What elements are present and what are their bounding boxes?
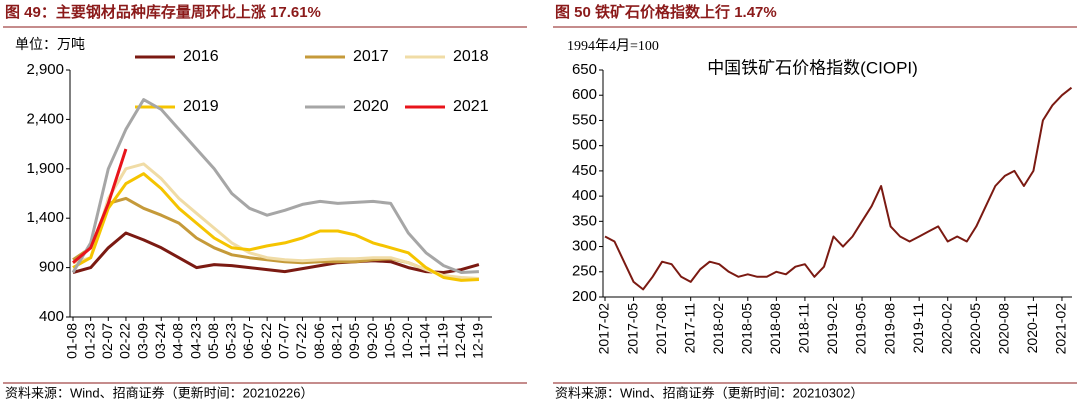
- x-tick-label: 10-20: [399, 323, 415, 359]
- x-tick-label: 06-22: [258, 323, 274, 359]
- x-tick-label: 05-08: [205, 323, 221, 359]
- x-tick-label: 2018-02: [710, 303, 726, 355]
- y-tick-label: 400: [572, 187, 597, 204]
- y-tick-label: 2,900: [26, 61, 64, 78]
- x-tick-label: 11-04: [417, 323, 433, 358]
- source-note: 资料来源：Wind、招商证券（更新时间：20210226）: [5, 385, 313, 400]
- unit-label: 1994年4月=100: [567, 38, 659, 54]
- chart-title: 图 50 铁矿石价格指数上行 1.47%: [555, 3, 777, 21]
- unit-label: 单位：万吨: [15, 37, 85, 53]
- x-tick-label: 05-23: [223, 323, 239, 359]
- y-tick-label: 400: [39, 308, 64, 325]
- x-tick-label: 2019-05: [853, 303, 869, 355]
- x-tick-label: 02-22: [117, 323, 133, 359]
- x-tick-label: 04-08: [170, 323, 186, 359]
- x-tick-label: 2020-02: [938, 303, 954, 355]
- legend-label: 2017: [353, 48, 389, 65]
- legend-label: 2020: [353, 98, 389, 115]
- y-tick-label: 350: [572, 212, 597, 229]
- series-line: [72, 231, 480, 274]
- x-tick-label: 2017-02: [596, 303, 612, 355]
- x-tick-label: 2020-08: [996, 303, 1012, 355]
- series-line: [604, 86, 1073, 291]
- x-tick-label: 03-09: [134, 323, 150, 359]
- x-tick-label: 08-06: [311, 323, 327, 359]
- legend-label: 2021: [453, 98, 489, 115]
- x-tick-label: 11-19: [434, 323, 450, 358]
- x-tick-label: 2018-08: [767, 303, 783, 355]
- y-tick-label: 900: [39, 259, 64, 276]
- y-tick-label: 500: [572, 137, 597, 154]
- series-line: [72, 148, 128, 264]
- x-tick-label: 09-20: [364, 323, 380, 359]
- x-tick-label: 01-23: [81, 323, 97, 359]
- x-tick-label: 08-21: [328, 323, 344, 359]
- x-tick-label: 2018-11: [796, 303, 812, 354]
- chart-subtitle: 中国铁矿石价格指数(CIOPI): [707, 58, 918, 77]
- x-tick-label: 2020-11: [1024, 303, 1040, 354]
- y-tick-label: 200: [572, 288, 597, 305]
- x-tick-label: 2017-11: [681, 303, 697, 354]
- x-tick-label: 04-23: [187, 323, 203, 359]
- x-tick-label: 09-05: [346, 323, 362, 359]
- source-note: 资料来源：Wind、招商证券（更新时间：20210302）: [555, 385, 863, 400]
- x-tick-label: 2020-05: [967, 303, 983, 355]
- x-tick-label: 2017-05: [624, 303, 640, 355]
- x-tick-label: 10-05: [381, 323, 397, 359]
- x-tick-label: 2019-02: [824, 303, 840, 355]
- chart-title: 图 49：主要钢材品种库存量周环比上涨 17.61%: [5, 3, 321, 21]
- y-tick-label: 250: [572, 263, 597, 280]
- y-tick-label: 650: [572, 61, 597, 78]
- x-tick-label: 06-07: [240, 323, 256, 359]
- x-tick-label: 01-08: [64, 323, 80, 359]
- legend-label: 2019: [183, 98, 219, 115]
- series-line: [72, 162, 479, 280]
- x-tick-label: 2019-11: [910, 303, 926, 354]
- series-line: [72, 172, 479, 282]
- x-tick-label: 02-07: [99, 323, 115, 359]
- legend-label: 2018: [453, 48, 489, 65]
- y-tick-label: 550: [572, 111, 597, 128]
- x-tick-label: 07-22: [293, 323, 309, 359]
- series-line: [71, 98, 479, 274]
- y-tick-label: 300: [572, 238, 597, 255]
- y-tick-label: 600: [572, 86, 597, 103]
- x-tick-label: 2019-08: [881, 303, 897, 355]
- x-tick-label: 07-07: [276, 323, 292, 359]
- x-tick-label: 12-19: [470, 323, 486, 359]
- legend-label: 2016: [183, 48, 219, 65]
- y-tick-label: 1,400: [26, 209, 64, 226]
- y-tick-label: 450: [572, 162, 597, 179]
- x-tick-label: 2018-05: [739, 303, 755, 355]
- x-tick-label: 03-24: [152, 323, 168, 359]
- x-tick-label: 2017-08: [653, 303, 669, 355]
- x-tick-label: 2021-02: [1053, 303, 1069, 355]
- y-tick-label: 1,900: [26, 160, 64, 177]
- x-tick-label: 12-04: [452, 323, 468, 359]
- y-tick-label: 2,400: [26, 110, 64, 127]
